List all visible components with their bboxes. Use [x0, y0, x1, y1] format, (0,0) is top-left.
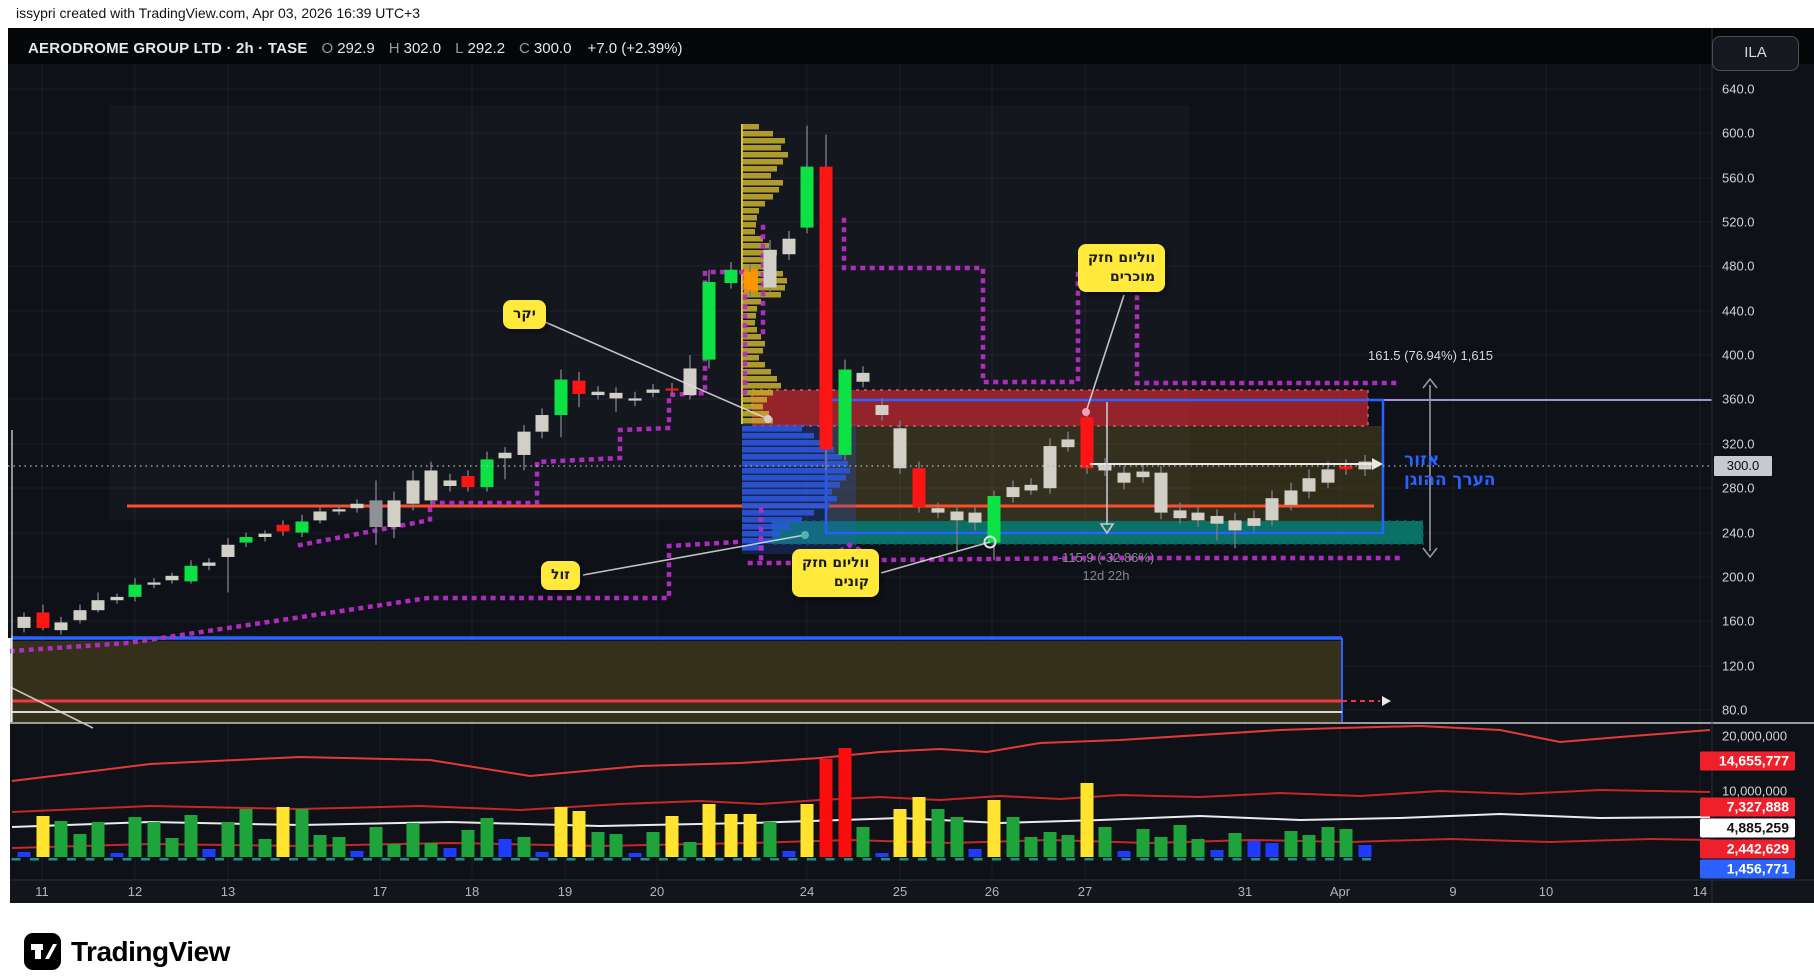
annotation-expensive[interactable]: יקר [503, 300, 546, 329]
price-tick-label: 240.0 [1722, 525, 1755, 541]
footer: TradingView [0, 903, 1814, 980]
price-tick-label: 80.0 [1722, 702, 1748, 718]
measure-drop-duration: 12d 22h [1082, 568, 1130, 583]
price-tick-label: 600.0 [1722, 125, 1755, 141]
volume-value-badge: 2,442,629 [1700, 839, 1795, 859]
price-tick-label: 520.0 [1722, 214, 1755, 230]
time-tick-label: 11 [35, 884, 49, 899]
volume-value-badge: 7,327,888 [1700, 797, 1795, 817]
attribution-note: issypri created with TradingView.com, Ap… [16, 5, 421, 21]
price-tick-label: 160.0 [1722, 613, 1755, 629]
volume-value-badge: 4,885,259 [1700, 818, 1795, 838]
price-tick-label: 360.0 [1722, 391, 1755, 407]
time-tick-label: 26 [984, 884, 1000, 899]
time-tick-label: 24 [799, 884, 815, 899]
price-tick-label: 200.0 [1722, 569, 1755, 585]
tradingview-logo-icon [24, 933, 61, 970]
price-tick-label: 320.0 [1722, 436, 1755, 452]
fair-value-text-line1: אזור [1404, 450, 1440, 470]
fair-value-text-line2: הערך ההוגן [1404, 470, 1496, 490]
time-tick-label: 17 [372, 884, 388, 899]
time-tick-label: 9 [1449, 884, 1457, 899]
time-tick-label: 14 [1692, 884, 1708, 899]
measure-drop-label: -115.9 (-32.86%) [1057, 550, 1155, 565]
time-tick-label: Apr [1329, 884, 1351, 899]
open-value: 292.9 [337, 39, 375, 57]
price-tick-label: 20,000,000 [1722, 728, 1788, 744]
price-tick-label: 560.0 [1722, 170, 1755, 186]
time-tick-label: 31 [1237, 884, 1253, 899]
annotation-strong-volume-buyers[interactable]: ווליום חזק קונים [792, 549, 880, 597]
price-tick-label: 120.0 [1722, 658, 1755, 674]
open-label: O [321, 39, 334, 57]
time-tick-label: 19 [557, 884, 573, 899]
time-tick-label: 18 [464, 884, 480, 899]
high-value: 302.0 [403, 39, 442, 57]
price-tick-label: 640.0 [1722, 81, 1755, 97]
symbol-header: AERODROME GROUP LTD · 2h · TASE O 292.9 H… [28, 36, 683, 60]
time-tick-label: 12 [127, 884, 143, 899]
change-value: +7.0 (+2.39%) [587, 39, 683, 57]
measure-range-label: 161.5 (76.94%) 1,615 [1368, 348, 1494, 363]
time-tick-label: 13 [220, 884, 236, 899]
price-tick-label: 480.0 [1722, 258, 1755, 274]
tradingview-logo[interactable]: TradingView [24, 933, 230, 970]
volume-value-badge: 14,655,777 [1700, 751, 1795, 771]
time-tick-label: 20 [649, 884, 665, 899]
last-price-label: 300.0 [1714, 456, 1772, 476]
low-label: L [455, 39, 464, 57]
symbol-title: AERODROME GROUP LTD · 2h · TASE [28, 39, 308, 57]
time-tick-label: 10 [1538, 884, 1554, 899]
price-tick-label: 10,000,000 [1722, 783, 1788, 799]
currency-toggle-button[interactable]: ILA [1712, 36, 1799, 71]
high-label: H [388, 39, 400, 57]
tradingview-wordmark: TradingView [71, 935, 230, 967]
low-value: 292.2 [467, 39, 506, 57]
annotation-cheap[interactable]: זול [541, 561, 580, 590]
volume-value-badge: 1,456,771 [1700, 859, 1795, 879]
annotation-strong-volume-sellers[interactable]: ווליום חזק מוכרים [1078, 244, 1166, 292]
close-label: C [519, 39, 530, 57]
price-tick-label: 280.0 [1722, 480, 1755, 496]
close-value: 300.0 [533, 39, 572, 57]
time-tick-label: 25 [892, 884, 908, 899]
price-tick-label: 400.0 [1722, 347, 1755, 363]
price-tick-label: 440.0 [1722, 303, 1755, 319]
time-tick-label: 27 [1077, 884, 1093, 899]
